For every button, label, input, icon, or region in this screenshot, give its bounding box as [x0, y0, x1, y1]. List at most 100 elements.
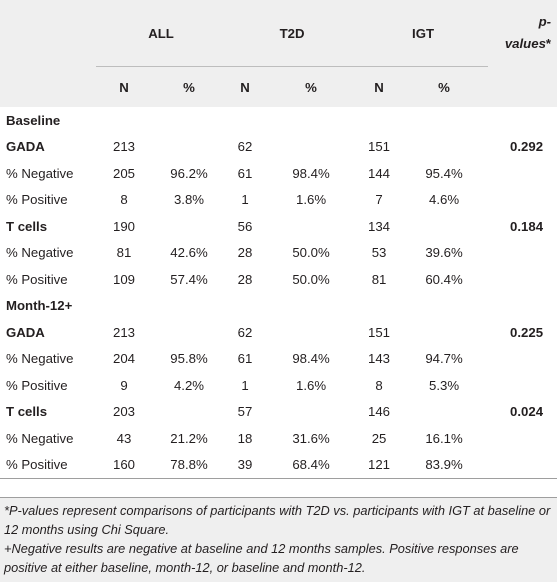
cell-n: 109 — [112, 271, 135, 287]
cell-n: 81 — [371, 271, 387, 287]
row-label: % Negative — [6, 430, 74, 446]
cell-pct: 78.8% — [152, 451, 227, 479]
block-label: GADA — [6, 139, 45, 155]
pvalue-label-line1: p- — [538, 14, 552, 30]
block-row: GADA 213 62 151 0.225 — [0, 319, 557, 346]
cell-n: 18 — [237, 430, 253, 446]
cell-n: 28 — [237, 245, 253, 261]
block-n: 203 — [112, 404, 135, 420]
cell-empty — [488, 266, 557, 293]
cell-n: 121 — [358, 451, 401, 479]
cell-pct: 5.3% — [429, 377, 460, 393]
block-empty — [152, 399, 226, 426]
row-label: % Positive — [0, 451, 96, 479]
block-n: 57 — [237, 404, 253, 420]
cell-n: 144 — [368, 165, 391, 181]
row-label: % Negative — [6, 245, 74, 261]
p-value: 0.225 — [510, 324, 544, 340]
cell-empty — [488, 372, 557, 399]
cell-pct: 96.2% — [170, 165, 208, 181]
cell-pct: 98.4% — [292, 165, 330, 181]
cell-pct: 95.8% — [170, 351, 208, 367]
cell-n: 28 — [237, 271, 253, 287]
header-sub-n: N — [358, 66, 401, 107]
block-empty — [264, 134, 358, 161]
cell-n: 25 — [371, 430, 387, 446]
table-row: % Positive 8 3.8% 1 1.6% 7 4.6% — [0, 187, 557, 214]
table-row: % Positive 160 78.8% 39 68.4% 121 83.9% — [0, 451, 557, 479]
block-label: T cells — [6, 404, 48, 420]
cell-n: 61 — [237, 165, 253, 181]
cell-pct: 98.4% — [292, 351, 330, 367]
cell-pct: 21.2% — [170, 430, 208, 446]
cell-n: 61 — [237, 351, 253, 367]
cell-pct: 50.0% — [292, 245, 330, 261]
block-empty — [152, 319, 226, 346]
row-label: % Positive — [6, 377, 68, 393]
table-row: % Negative 204 95.8% 61 98.4% 143 94.7% — [0, 346, 557, 373]
header-sub-empty-p — [488, 66, 557, 107]
header-pvalues: p- values* — [488, 0, 557, 67]
cell-pct: 57.4% — [170, 271, 208, 287]
cell-n: 7 — [375, 192, 383, 208]
p-value: 0.292 — [510, 139, 544, 155]
cell-pct: 39.6% — [425, 245, 463, 261]
cell-n: 53 — [371, 245, 387, 261]
header-sub-n: N — [96, 66, 152, 107]
block-empty — [400, 213, 488, 240]
cell-n: 39 — [226, 451, 265, 479]
cell-empty — [488, 425, 557, 452]
header-sub-empty — [0, 66, 96, 107]
cell-empty — [488, 160, 557, 187]
block-empty — [152, 134, 226, 161]
cell-n: 8 — [375, 377, 383, 393]
block-row: T cells 190 56 134 0.184 — [0, 213, 557, 240]
block-empty — [264, 213, 358, 240]
cell-empty — [488, 346, 557, 373]
cell-pct: 42.6% — [170, 245, 208, 261]
table-footnotes: *P-values represent comparisons of parti… — [0, 497, 557, 582]
cell-n: 205 — [112, 165, 135, 181]
cell-n: 8 — [120, 192, 128, 208]
row-label: % Positive — [6, 192, 68, 208]
cell-pct: 4.6% — [429, 192, 460, 208]
row-label: % Negative — [6, 165, 74, 181]
row-label: % Positive — [6, 271, 68, 287]
cell-n: 81 — [116, 245, 132, 261]
cell-n: 1 — [241, 377, 249, 393]
cell-pct: 1.6% — [295, 192, 327, 208]
cell-n: 9 — [120, 377, 128, 393]
cell-pct: 60.4% — [425, 271, 463, 287]
block-n: 56 — [237, 218, 253, 234]
header-group-t2d: T2D — [226, 0, 359, 67]
cell-empty — [488, 451, 557, 479]
header-sub-pct: % — [152, 66, 227, 107]
cell-pct: 16.1% — [425, 430, 463, 446]
block-n: 62 — [237, 139, 253, 155]
results-table: ALL T2D IGT p- values* N% N% N% Baseline GAD… — [0, 0, 557, 479]
cell-pct: 3.8% — [173, 192, 205, 208]
cell-n: 143 — [368, 351, 391, 367]
section-title: Month-12+ — [6, 298, 73, 314]
table-row: % Positive 109 57.4% 28 50.0% 81 60.4% — [0, 266, 557, 293]
cell-n: 204 — [112, 351, 135, 367]
cell-pct: 50.0% — [292, 271, 330, 287]
p-value: 0.024 — [510, 404, 544, 420]
header-group-igt: IGT — [358, 0, 489, 67]
cell-empty — [488, 240, 557, 267]
block-n: 213 — [112, 324, 135, 340]
cell-n: 1 — [241, 192, 249, 208]
cell-n: 160 — [96, 451, 152, 479]
block-label: T cells — [6, 218, 48, 234]
block-n: 151 — [368, 324, 391, 340]
block-empty — [400, 134, 488, 161]
footnote-pvalues: *P-values represent comparisons of parti… — [4, 503, 551, 537]
cell-pct: 83.9% — [400, 451, 489, 479]
cell-empty — [488, 187, 557, 214]
cell-pct: 31.6% — [292, 430, 330, 446]
block-empty — [152, 213, 226, 240]
cell-pct: 95.4% — [425, 165, 463, 181]
block-n: 62 — [237, 324, 253, 340]
cell-pct: 94.7% — [425, 351, 463, 367]
